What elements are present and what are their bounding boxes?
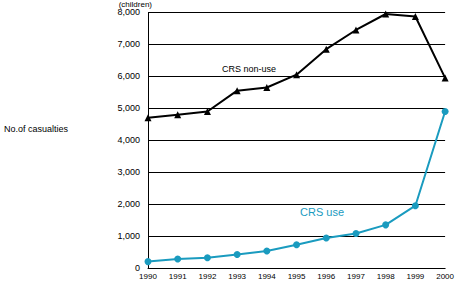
svg-text:1992: 1992 bbox=[199, 272, 217, 281]
svg-text:5,000: 5,000 bbox=[117, 103, 140, 113]
svg-text:6,000: 6,000 bbox=[117, 71, 140, 81]
svg-text:1991: 1991 bbox=[169, 272, 187, 281]
svg-text:2000: 2000 bbox=[436, 272, 454, 281]
svg-text:1993: 1993 bbox=[228, 272, 246, 281]
svg-text:No.of casualties: No.of casualties bbox=[4, 124, 69, 134]
svg-text:1999: 1999 bbox=[406, 272, 424, 281]
svg-text:1997: 1997 bbox=[347, 272, 365, 281]
svg-text:7,000: 7,000 bbox=[117, 39, 140, 49]
svg-text:3,000: 3,000 bbox=[117, 167, 140, 177]
svg-text:1,000: 1,000 bbox=[117, 231, 140, 241]
svg-text:1996: 1996 bbox=[317, 272, 335, 281]
svg-text:8,000: 8,000 bbox=[117, 7, 140, 17]
svg-text:4,000: 4,000 bbox=[117, 135, 140, 145]
svg-text:2,000: 2,000 bbox=[117, 199, 140, 209]
svg-text:CRS use: CRS use bbox=[300, 206, 344, 218]
svg-text:1990: 1990 bbox=[139, 272, 157, 281]
svg-text:CRS non-use: CRS non-use bbox=[222, 64, 276, 74]
svg-text:0: 0 bbox=[135, 263, 140, 273]
svg-text:1995: 1995 bbox=[288, 272, 306, 281]
svg-text:1994: 1994 bbox=[258, 272, 276, 281]
svg-text:1998: 1998 bbox=[377, 272, 395, 281]
